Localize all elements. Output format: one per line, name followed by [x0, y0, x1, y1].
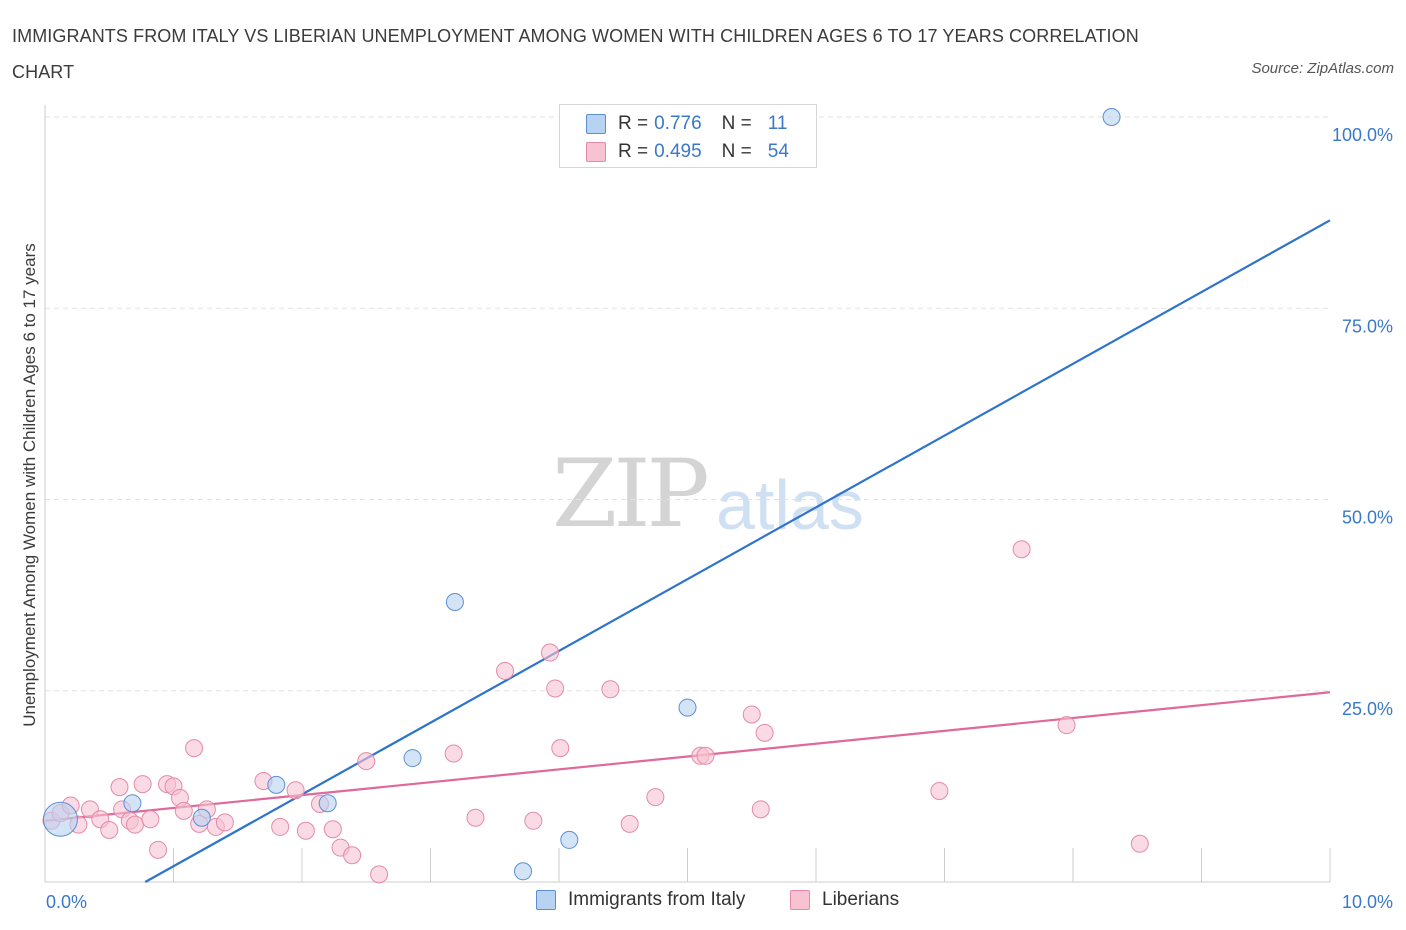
- series-legend: Immigrants from Italy Liberians: [0, 889, 1406, 915]
- legend-item-liberians[interactable]: Liberians: [790, 889, 899, 911]
- point-liberians: [496, 661, 515, 680]
- point-liberians: [620, 814, 639, 833]
- trend-line-liberians: [44, 691, 1331, 822]
- point-liberians: [357, 752, 376, 771]
- y-tick-label: 75.0%: [1342, 316, 1393, 336]
- point-liberians: [742, 705, 761, 724]
- axes: [44, 105, 1331, 883]
- watermark-zip: ZIP: [552, 440, 710, 549]
- legend-swatch-italy: [586, 114, 606, 134]
- point-liberians: [141, 810, 160, 829]
- point-italy: [403, 749, 422, 768]
- y-tick-label: 100.0%: [1332, 125, 1393, 145]
- point-liberians: [110, 778, 129, 797]
- point-italy: [123, 794, 142, 813]
- y-tick-label: 50.0%: [1342, 508, 1393, 528]
- grid-lines: [45, 116, 1330, 692]
- trend-line-italy: [144, 219, 1331, 883]
- legend-n-label: N =: [721, 113, 752, 134]
- point-liberians: [751, 800, 770, 819]
- legend-n-value: 11: [767, 113, 788, 134]
- point-liberians: [343, 846, 362, 865]
- point-italy: [192, 808, 211, 827]
- point-liberians: [286, 781, 305, 800]
- legend-row-liberians: R = 0.495 N = 54: [586, 139, 789, 165]
- legend-n-label: N =: [721, 141, 752, 162]
- point-liberians: [100, 820, 119, 839]
- point-liberians: [696, 746, 715, 765]
- point-italy: [514, 862, 533, 881]
- y-axis-label: Unemployment Among Women with Children A…: [20, 243, 39, 727]
- point-liberians: [215, 813, 234, 832]
- x-tick-label: 0.0%: [46, 892, 87, 912]
- point-liberians: [370, 865, 389, 884]
- point-liberians: [133, 775, 152, 794]
- legend-n-value: 54: [767, 141, 789, 162]
- point-liberians: [149, 840, 168, 859]
- correlation-legend: R = 0.776 N = 11 R = 0.495 N = 54: [559, 104, 817, 168]
- legend-r-value: 0.776: [654, 113, 702, 134]
- point-liberians: [1130, 834, 1149, 853]
- point-liberians: [541, 643, 560, 662]
- point-liberians: [185, 739, 204, 758]
- legend-r-label: R =: [618, 141, 649, 162]
- watermark-atlas: atlas: [716, 466, 864, 544]
- legend-swatch-italy: [536, 890, 556, 910]
- legend-label-italy: Immigrants from Italy: [568, 889, 746, 910]
- point-liberians: [1012, 540, 1031, 559]
- point-liberians: [296, 821, 315, 840]
- point-liberians: [551, 739, 570, 758]
- legend-swatch-liberians: [790, 890, 810, 910]
- chart-title: IMMIGRANTS FROM ITALY VS LIBERIAN UNEMPL…: [12, 26, 1139, 82]
- point-liberians: [125, 815, 144, 834]
- point-liberians: [323, 820, 342, 839]
- point-italy: [445, 593, 464, 612]
- trend-lines: [44, 219, 1331, 883]
- point-liberians: [930, 781, 949, 800]
- point-italy: [560, 830, 579, 849]
- point-liberians: [546, 679, 565, 698]
- legend-r-label: R =: [618, 113, 649, 134]
- data-points: [42, 108, 1149, 884]
- point-liberians: [174, 801, 193, 820]
- point-liberians: [444, 744, 463, 763]
- point-liberians: [601, 680, 620, 699]
- tick-labels: 25.0% 50.0% 75.0% 100.0% 0.0% 10.0%: [46, 125, 1393, 912]
- point-liberians: [1057, 716, 1076, 735]
- point-liberians: [646, 788, 665, 807]
- x-tick-label: 10.0%: [1342, 892, 1393, 912]
- legend-label-liberians: Liberians: [822, 889, 900, 910]
- point-italy: [1102, 108, 1121, 126]
- point-italy: [318, 794, 337, 813]
- legend-row-italy: R = 0.776 N = 11: [586, 111, 788, 137]
- point-italy: [267, 775, 286, 794]
- point-liberians: [466, 808, 485, 827]
- legend-swatch-liberians: [586, 142, 606, 162]
- point-italy: [42, 801, 78, 837]
- point-italy: [678, 698, 697, 717]
- point-liberians: [755, 723, 774, 742]
- point-liberians: [524, 811, 543, 830]
- y-tick-label: 25.0%: [1342, 699, 1393, 719]
- point-liberians: [271, 817, 290, 836]
- legend-item-italy[interactable]: Immigrants from Italy: [536, 889, 745, 911]
- chart-source: Source: ZipAtlas.com: [1251, 60, 1394, 77]
- legend-r-value: 0.495: [654, 141, 702, 162]
